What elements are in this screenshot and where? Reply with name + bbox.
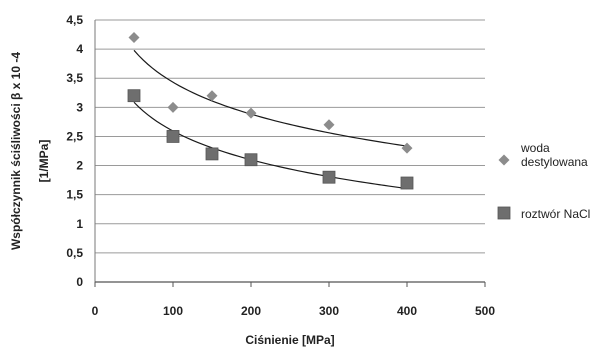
x-tick-label: 400 <box>397 304 417 318</box>
legend-label-series-1: destylowana <box>521 155 588 169</box>
y-tick-label: 1 <box>76 217 83 231</box>
data-point-series-2 <box>166 130 180 143</box>
data-point-series-2 <box>205 147 219 161</box>
x-tick-label: 500 <box>475 304 495 318</box>
x-tick-label: 200 <box>241 304 261 318</box>
trendline-layer <box>133 49 408 190</box>
marks-layer <box>127 31 414 190</box>
y-axis-title-line-1: Współczynnik ściśliwości β x 10 -4 <box>9 52 23 250</box>
text-layer: 0 0,5 1 1,5 2 2,5 3 3,5 4 4,5 0 100 200 300 400 500 Ciśn… <box>9 13 495 347</box>
y-tick-label: 0,5 <box>66 246 83 260</box>
data-point-series-1 <box>401 142 413 154</box>
y-tick-label: 2 <box>76 159 83 173</box>
y-tick-label: 3 <box>76 100 83 114</box>
data-point-series-1 <box>167 101 179 113</box>
grid-layer <box>95 19 485 254</box>
data-point-series-1 <box>128 31 140 43</box>
y-tick-label: 2,5 <box>66 129 83 143</box>
y-tick-label: 4 <box>76 42 83 56</box>
legend-label-series-2: roztwór NaCl <box>521 207 590 221</box>
data-point-series-1 <box>323 119 335 131</box>
data-point-series-1 <box>245 107 257 119</box>
y-tick-label: 1,5 <box>66 188 83 202</box>
data-point-series-2 <box>322 170 336 184</box>
x-tick-label: 100 <box>163 304 183 318</box>
data-point-series-2 <box>244 153 258 167</box>
legend-label-series-1: woda <box>520 141 550 155</box>
y-axis-title-line-2: [1/MPa] <box>37 140 51 183</box>
y-tick-label: 3,5 <box>66 71 83 85</box>
data-point-series-2 <box>127 89 141 103</box>
data-point-series-2 <box>400 176 414 190</box>
axes-layer <box>94 20 486 287</box>
trendline-series-1 <box>133 49 408 147</box>
x-tick-label: 300 <box>319 304 339 318</box>
legend-marker-series-2 <box>497 206 511 220</box>
legend-marker-series-1 <box>498 154 510 166</box>
y-tick-label: 0 <box>76 275 83 289</box>
trendline-series-2 <box>133 101 408 190</box>
x-tick-label: 0 <box>92 304 99 318</box>
x-axis-title: Ciśnienie [MPa] <box>245 333 334 347</box>
data-point-series-1 <box>206 90 218 102</box>
y-tick-label: 4,5 <box>66 13 83 27</box>
